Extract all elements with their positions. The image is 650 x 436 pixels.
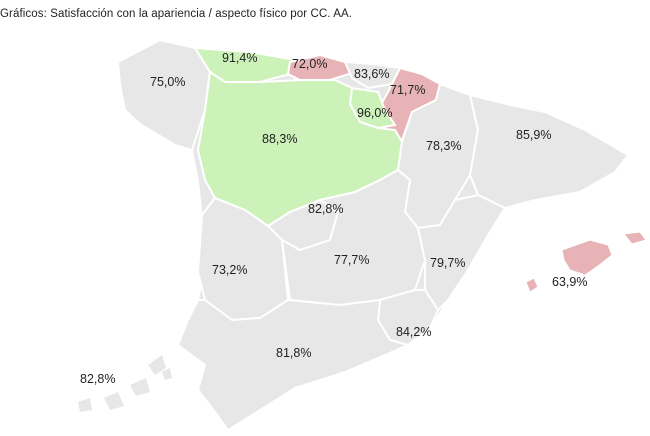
label-murcia: 84,2% (396, 325, 431, 339)
map-title: Gráficos: Satisfacción con la apariencia… (0, 8, 353, 20)
canary-island-5[interactable] (162, 368, 172, 380)
label-valencia: 79,7% (430, 256, 465, 270)
label-pais-vasco: 83,6% (354, 67, 389, 81)
label-castilla-mancha: 77,7% (334, 253, 369, 267)
label-extremadura: 73,2% (212, 263, 247, 277)
ibiza-island[interactable] (525, 277, 539, 293)
label-madrid: 82,8% (308, 202, 343, 216)
label-asturias: 91,4% (222, 51, 257, 65)
region-galicia[interactable] (116, 38, 212, 152)
canary-island-3[interactable] (104, 392, 124, 410)
label-navarra: 71,7% (390, 83, 425, 97)
label-andalucia: 81,8% (276, 346, 311, 360)
menorca-island[interactable] (623, 231, 647, 245)
mallorca-island[interactable] (561, 239, 613, 276)
region-baleares[interactable] (525, 231, 647, 293)
label-castilla-leon: 88,3% (262, 132, 297, 146)
label-aragon: 78,3% (426, 139, 461, 153)
region-canarias[interactable] (78, 355, 172, 412)
region-valencia[interactable] (416, 193, 507, 312)
label-cantabria: 72,0% (292, 57, 327, 71)
label-la-rioja: 96,0% (357, 106, 392, 120)
label-baleares: 63,9% (552, 275, 587, 289)
region-andalucia[interactable] (176, 298, 411, 432)
label-cataluna: 85,9% (516, 128, 551, 142)
canary-island-2[interactable] (130, 378, 150, 396)
canary-island-1[interactable] (148, 355, 166, 375)
label-canarias: 82,8% (80, 372, 115, 386)
canary-island-4[interactable] (78, 398, 92, 412)
region-cataluna[interactable] (468, 93, 630, 210)
region-cantabria[interactable] (286, 53, 354, 81)
label-galicia: 75,0% (150, 75, 185, 89)
